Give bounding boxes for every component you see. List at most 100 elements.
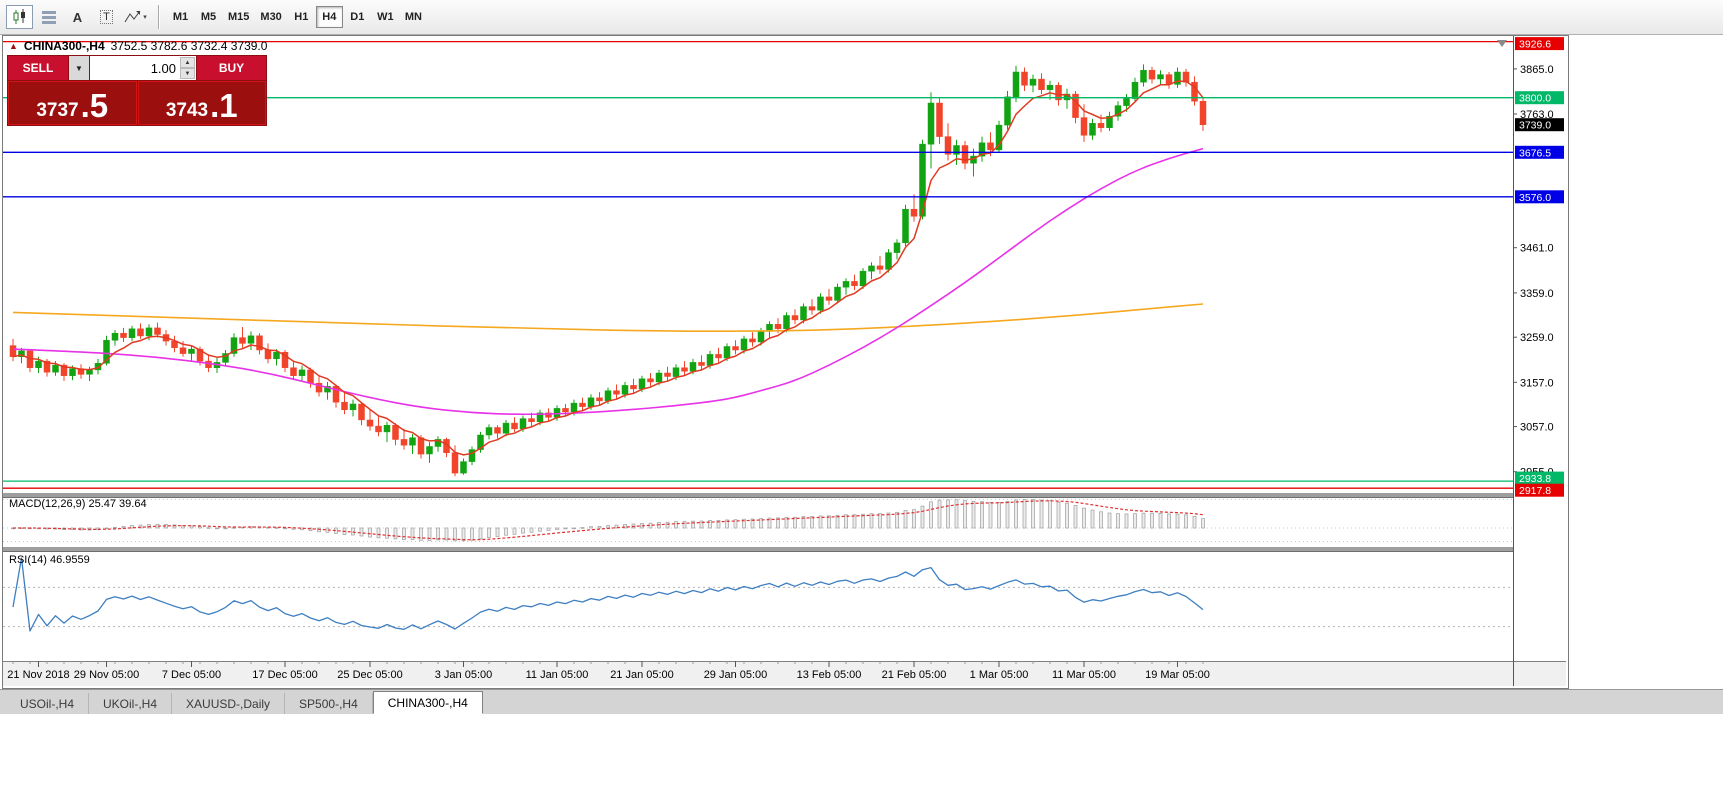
candles-layer xyxy=(9,64,1207,477)
price-chip-3800.0 xyxy=(1515,91,1564,105)
svg-text:3739.0: 3739.0 xyxy=(1519,120,1551,132)
candle-up xyxy=(893,242,901,253)
candle-down xyxy=(1080,117,1088,136)
buy-price-display[interactable]: 3743.1 xyxy=(137,81,266,125)
candle-up xyxy=(1140,69,1147,83)
candle-up xyxy=(783,315,790,330)
ma-slow-line xyxy=(12,303,1204,333)
chart-tool-icons: A T ▾ xyxy=(6,5,151,29)
candle-down xyxy=(392,425,399,440)
timeframe-M1[interactable]: M1 xyxy=(167,6,194,28)
text-annotation-icon[interactable]: A xyxy=(64,5,91,29)
candle-up xyxy=(86,369,93,375)
buy-button[interactable]: BUY xyxy=(197,56,266,80)
chart-tab-USOil-H4[interactable]: USOil-,H4 xyxy=(6,693,90,714)
volume-decrease-button[interactable]: ▼ xyxy=(180,68,195,79)
timeframe-H1[interactable]: H1 xyxy=(288,6,315,28)
svg-text:3926.6: 3926.6 xyxy=(1519,39,1551,51)
indicators-list-icon[interactable] xyxy=(35,5,62,29)
volume-dropdown-button[interactable]: ▼ xyxy=(69,56,89,80)
candle-up xyxy=(1157,74,1164,80)
candle-down xyxy=(154,327,161,335)
candle-down xyxy=(1097,123,1105,128)
candle-down xyxy=(417,437,425,455)
chart-tab-UKOil-H4[interactable]: UKOil-,H4 xyxy=(89,693,173,714)
candle-down xyxy=(120,332,127,338)
candle-down xyxy=(1021,71,1028,86)
candle-down xyxy=(944,136,952,155)
candle-down xyxy=(681,367,688,372)
candle-down xyxy=(9,345,17,357)
timeframe-M15[interactable]: M15 xyxy=(223,6,254,28)
price-chip-3576.0 xyxy=(1515,190,1564,204)
candle-up xyxy=(1131,81,1139,99)
sell-price-display[interactable]: 3737.5 xyxy=(8,81,137,125)
line-studies-icon[interactable]: ▾ xyxy=(122,5,149,29)
candle-down xyxy=(749,338,756,343)
text-box-icon[interactable]: T xyxy=(93,5,120,29)
candle-down xyxy=(451,452,459,474)
candle-down xyxy=(77,368,85,375)
timeframe-H4[interactable]: H4 xyxy=(315,6,343,28)
candle-down xyxy=(494,427,501,434)
time-axis-label: 21 Jan 05:00 xyxy=(610,669,674,681)
chart-tab-SP500-H4[interactable]: SP500-,H4 xyxy=(285,693,373,714)
timeframe-M30[interactable]: M30 xyxy=(255,6,286,28)
candle-up xyxy=(230,337,238,354)
candle-up xyxy=(383,425,391,433)
candle-down xyxy=(511,422,518,430)
candle-up xyxy=(1004,96,1011,126)
chart-tab-XAUUSD-Daily[interactable]: XAUUSD-,Daily xyxy=(172,693,286,714)
candle-up xyxy=(995,124,1003,151)
volume-input[interactable] xyxy=(90,56,196,80)
chart-window-icon: ▲ xyxy=(9,40,18,51)
timeframe-buttons: M1 M5 M15 M30 H1 H4 D1 W1 MN xyxy=(167,6,428,28)
caret-down-icon: ▾ xyxy=(143,14,147,21)
candle-down xyxy=(715,354,722,359)
sell-button[interactable]: SELL xyxy=(8,56,68,80)
candle-down xyxy=(825,296,833,301)
price-chip-3676.5 xyxy=(1515,145,1564,159)
timeframe-D1[interactable]: D1 xyxy=(344,6,371,28)
workspace: MACD(12,26,9) 25.47 39.64121.840.00-57.2… xyxy=(0,35,1723,785)
candle-down xyxy=(647,378,654,383)
one-click-trading-panel: SELL ▼ ▲ ▼ BUY 3737.5 3743.1 xyxy=(7,55,267,126)
timeframe-M5[interactable]: M5 xyxy=(195,6,222,28)
timeframe-MN[interactable]: MN xyxy=(400,6,427,28)
chart-tab-CHINA300-H4[interactable]: CHINA300-,H4 xyxy=(372,691,483,714)
candle-up xyxy=(128,328,136,338)
svg-text:2917.8: 2917.8 xyxy=(1519,485,1551,497)
chart-shift-marker[interactable] xyxy=(1497,40,1507,47)
candle-down xyxy=(256,335,263,351)
candle-down xyxy=(596,397,603,402)
candle-up xyxy=(324,386,331,393)
candle-down xyxy=(358,403,365,421)
time-axis-label: 11 Mar 05:00 xyxy=(1052,669,1116,681)
timeframe-W1[interactable]: W1 xyxy=(372,6,399,28)
candle-up xyxy=(1046,85,1054,90)
volume-increase-button[interactable]: ▲ xyxy=(180,57,195,68)
chart-title-ohlc: 3752.5 3782.6 3732.4 3739.0 xyxy=(110,39,268,53)
candle-down xyxy=(630,385,637,390)
candle-down xyxy=(1165,74,1173,85)
buy-price-dec: .1 xyxy=(210,86,238,124)
candle-up xyxy=(298,369,306,376)
toolbar-separator xyxy=(158,5,160,29)
price-chip-2917.8 xyxy=(1515,483,1564,497)
time-axis-label: 1 Mar 05:00 xyxy=(970,669,1029,681)
candle-up xyxy=(757,331,765,343)
panel-splitter[interactable] xyxy=(3,493,1566,497)
ma-fast-line xyxy=(12,80,1204,456)
candle-down xyxy=(961,145,969,164)
price-axis[interactable] xyxy=(1514,36,1566,661)
candlestick-chart-icon[interactable] xyxy=(6,5,33,29)
price-chart-canvas[interactable]: MACD(12,26,9) 25.47 39.64121.840.00-57.2… xyxy=(3,36,1566,686)
candle-up xyxy=(94,363,102,371)
candle-down xyxy=(851,281,858,287)
price-axis-label: 3359.0 xyxy=(1520,288,1554,300)
price-axis-label: 3157.0 xyxy=(1520,377,1554,389)
candle-down xyxy=(1055,85,1062,101)
panel-splitter[interactable] xyxy=(3,547,1566,551)
candle-up xyxy=(927,102,935,145)
candle-up xyxy=(18,350,25,357)
